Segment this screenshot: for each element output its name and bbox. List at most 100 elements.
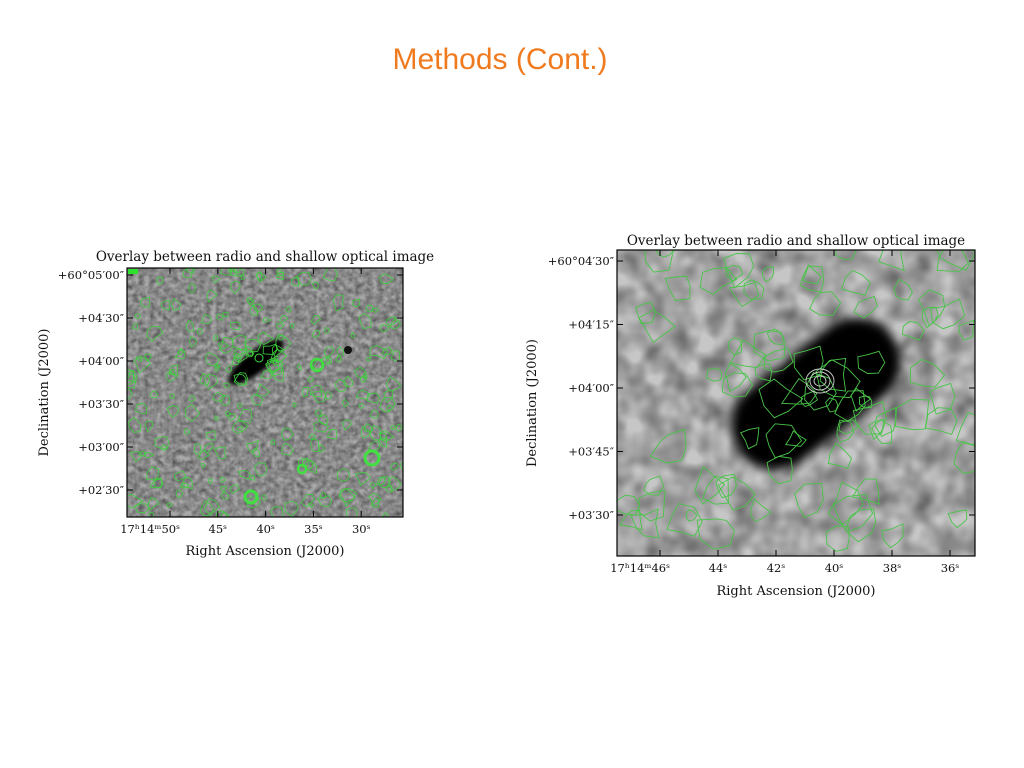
noise-contour xyxy=(334,378,348,393)
noise-contour xyxy=(233,372,248,387)
noise-contour xyxy=(252,447,260,457)
noise-contour xyxy=(800,390,819,408)
noise-contour xyxy=(199,373,211,386)
noise-contour xyxy=(206,289,218,303)
noise-contour xyxy=(185,319,195,332)
noise-contour xyxy=(188,283,196,294)
x-tick-label: 42ˢ xyxy=(767,561,786,575)
noise-contour xyxy=(323,327,330,334)
noise-contour xyxy=(724,264,744,282)
noise-contour xyxy=(341,419,352,431)
noise-contour xyxy=(239,274,245,280)
x-tick-label: 44ˢ xyxy=(709,561,728,575)
noise-contour xyxy=(166,502,173,508)
noise-contour xyxy=(291,277,300,287)
figure-title: Overlay between radio and shallow optica… xyxy=(96,249,434,265)
noise-contour xyxy=(269,506,284,517)
noise-contour xyxy=(324,346,335,359)
noise-contour xyxy=(947,509,968,529)
noise-contour xyxy=(270,349,288,363)
contour-ring xyxy=(805,368,835,394)
y-tick-label: +03′30″ xyxy=(78,397,125,411)
noise-contour xyxy=(702,475,729,505)
noise-contour xyxy=(345,507,358,517)
contour-ring xyxy=(813,375,827,387)
noise-contour xyxy=(296,272,312,286)
noise-contour xyxy=(319,491,326,499)
noise-contour xyxy=(204,497,220,515)
noise-contour xyxy=(214,365,220,373)
noise-contour xyxy=(728,281,760,308)
noise-contour xyxy=(127,372,136,389)
noise-contour xyxy=(129,451,142,463)
noise-contour xyxy=(135,313,142,319)
noise-contour xyxy=(358,313,372,330)
noise-contour xyxy=(193,442,202,455)
noise-contour xyxy=(147,497,160,511)
noise-contour xyxy=(336,468,351,482)
noise-contour xyxy=(177,347,186,356)
noise-contour xyxy=(765,423,803,459)
noise-contour xyxy=(180,476,193,490)
noise-contour xyxy=(307,376,315,383)
noise-contour xyxy=(750,498,772,523)
x-axis-label: Right Ascension (J2000) xyxy=(716,584,875,599)
noise-contour xyxy=(230,484,240,494)
noise-contour xyxy=(138,451,147,457)
noise-contour xyxy=(229,268,241,274)
noise-contour xyxy=(729,339,767,369)
x-tick-label: 45ˢ xyxy=(209,522,228,536)
noise-contour xyxy=(253,303,264,313)
noise-contour xyxy=(315,409,323,418)
noise-contour xyxy=(233,373,247,385)
radio-source xyxy=(243,489,259,505)
noise-contour xyxy=(166,405,180,418)
noise-contour xyxy=(301,457,314,470)
noise-contour xyxy=(638,309,676,344)
noise-contour xyxy=(664,275,691,302)
noise-contour xyxy=(852,400,887,435)
noise-contour xyxy=(238,470,251,480)
image-left xyxy=(127,268,403,517)
noise-contour xyxy=(127,388,133,401)
noise-contour xyxy=(322,268,338,282)
noise-contour xyxy=(276,268,284,277)
noise-contour xyxy=(270,439,276,445)
noise-contour xyxy=(220,485,227,493)
noise-contour xyxy=(218,336,234,354)
noise-contour xyxy=(214,446,227,460)
noise-contour xyxy=(276,322,285,330)
noise-contour xyxy=(851,478,880,505)
noise-contour xyxy=(835,250,857,260)
noise-contour xyxy=(180,482,190,489)
noise-contour xyxy=(236,425,243,432)
noise-contour xyxy=(214,362,221,369)
noise-contour xyxy=(212,334,219,341)
noise-contour xyxy=(144,353,152,362)
noise-contour xyxy=(135,402,148,414)
noise-contour xyxy=(717,476,756,511)
noise-contour xyxy=(396,423,403,432)
x-tick-label: 38ˢ xyxy=(883,561,902,575)
noise-contour xyxy=(292,401,297,408)
noise-contour xyxy=(338,488,357,503)
noise-contour xyxy=(212,391,226,402)
radio-contours xyxy=(617,250,975,552)
noise-contour xyxy=(378,430,395,443)
noise-contour xyxy=(936,250,975,271)
x-tick-label: 40ˢ xyxy=(256,522,275,536)
noise-contour xyxy=(326,428,338,440)
noise-contour xyxy=(936,250,969,272)
noise-contour xyxy=(154,436,170,449)
noise-contour xyxy=(365,304,374,312)
noise-contour xyxy=(310,315,321,325)
noise-contour xyxy=(740,427,760,450)
x-tick-label: 36ˢ xyxy=(941,561,960,575)
noise-contour xyxy=(217,341,230,350)
noise-contour xyxy=(246,350,255,358)
noise-contour xyxy=(205,430,216,441)
noise-contour xyxy=(203,442,215,455)
noise-contour xyxy=(284,500,299,517)
noise-contour xyxy=(281,442,294,456)
noise-contour xyxy=(213,414,219,421)
